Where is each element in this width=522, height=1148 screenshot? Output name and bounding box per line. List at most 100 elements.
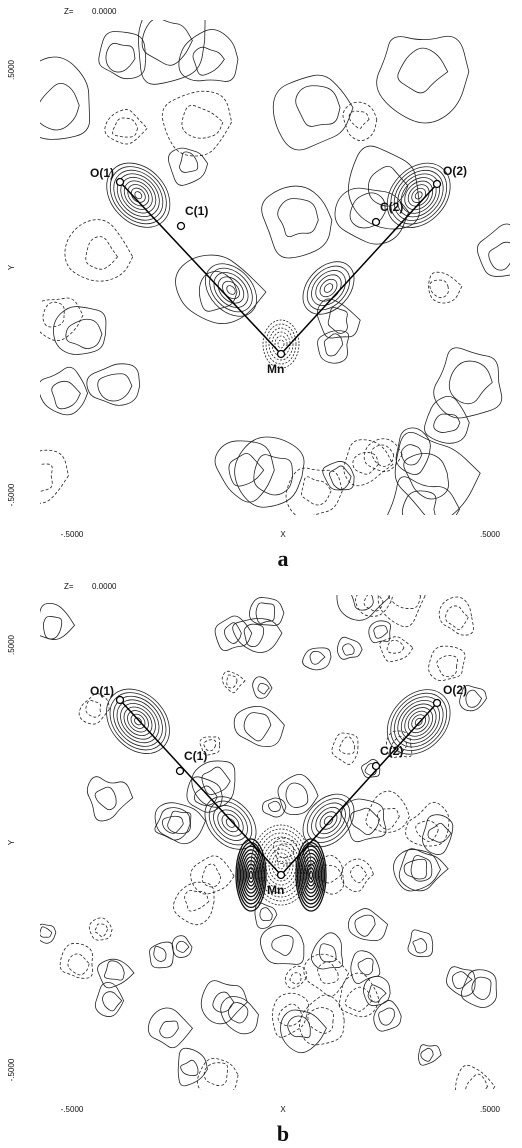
contour [65, 220, 133, 281]
contour [43, 616, 61, 639]
contour [87, 777, 132, 821]
contour [225, 817, 237, 829]
x-left-label: -.5000 [61, 1105, 84, 1114]
contour [446, 606, 469, 630]
contour [429, 272, 462, 303]
contour [86, 701, 101, 718]
contour [36, 924, 56, 943]
contour [260, 925, 303, 964]
contour [112, 118, 137, 137]
z-value: 0.0000 [92, 7, 117, 16]
contour [105, 110, 147, 144]
contour [260, 908, 272, 921]
contour [329, 466, 351, 489]
atom-label: O(2) [443, 683, 467, 697]
atom [434, 700, 441, 707]
contour [14, 450, 68, 503]
contour [256, 603, 274, 623]
atom [177, 768, 184, 775]
atom-label: O(1) [90, 166, 114, 180]
contour [181, 1060, 198, 1075]
contour [268, 801, 280, 811]
bond [281, 184, 437, 354]
contour [235, 437, 304, 507]
atom [278, 872, 285, 879]
contour [272, 993, 308, 1037]
contour [263, 841, 299, 889]
contour [456, 1065, 495, 1105]
contour [133, 716, 143, 726]
contour [317, 276, 341, 300]
x-right-label: .5000 [480, 1105, 501, 1114]
contour [250, 871, 253, 878]
contour [341, 859, 373, 892]
contour [355, 915, 375, 936]
contour [286, 783, 308, 808]
contour [434, 414, 460, 433]
atom-label: C(2) [380, 200, 403, 214]
contour [197, 1058, 238, 1096]
panel-label: a [278, 546, 289, 571]
contour [43, 302, 64, 327]
y-top-label: .5000 [7, 634, 16, 655]
contour [258, 683, 269, 694]
contour [95, 924, 108, 937]
contour [32, 298, 83, 341]
contour [40, 927, 52, 937]
contour [425, 396, 470, 443]
contour [374, 626, 388, 639]
contour [215, 616, 252, 651]
contour [286, 468, 342, 518]
contour [449, 361, 492, 404]
contour [285, 966, 306, 988]
atom-label: Mn [267, 883, 284, 897]
contour [296, 86, 340, 127]
atom [373, 219, 380, 226]
z-label: Z= [64, 582, 74, 591]
contour [290, 973, 301, 984]
contour [430, 280, 449, 298]
contour [372, 445, 394, 466]
contour [395, 432, 480, 521]
contour [439, 597, 473, 635]
contour [404, 453, 449, 499]
contour [98, 374, 132, 401]
contour [182, 105, 223, 138]
contour [348, 909, 387, 941]
contour [392, 582, 421, 609]
contour [387, 640, 404, 653]
contour [106, 43, 135, 72]
contour [221, 996, 259, 1033]
contour [102, 992, 121, 1011]
contour [104, 160, 173, 230]
contour [489, 242, 515, 270]
x-left-label: -.5000 [61, 530, 84, 539]
contour [142, 18, 192, 65]
contour [193, 47, 224, 75]
contour [95, 787, 116, 810]
contour [317, 299, 360, 338]
atom-label: O(1) [90, 684, 114, 698]
contour [219, 811, 243, 835]
contours [34, 574, 497, 1105]
x-right-label: .5000 [480, 530, 501, 539]
y-axis-label: Y [7, 839, 16, 845]
contour [35, 83, 79, 130]
contour [310, 871, 313, 878]
contour [52, 381, 81, 409]
contour [207, 266, 255, 314]
contour [60, 943, 92, 978]
contour [15, 57, 90, 139]
contour [185, 890, 209, 911]
contour [281, 1010, 327, 1053]
contour [162, 816, 183, 833]
contour [466, 690, 482, 707]
contour [278, 774, 318, 814]
contour [114, 170, 163, 220]
contour [422, 815, 452, 855]
atom [373, 763, 380, 770]
contour [180, 152, 198, 173]
contour [446, 967, 475, 997]
contour [154, 946, 166, 961]
contour [351, 865, 367, 882]
